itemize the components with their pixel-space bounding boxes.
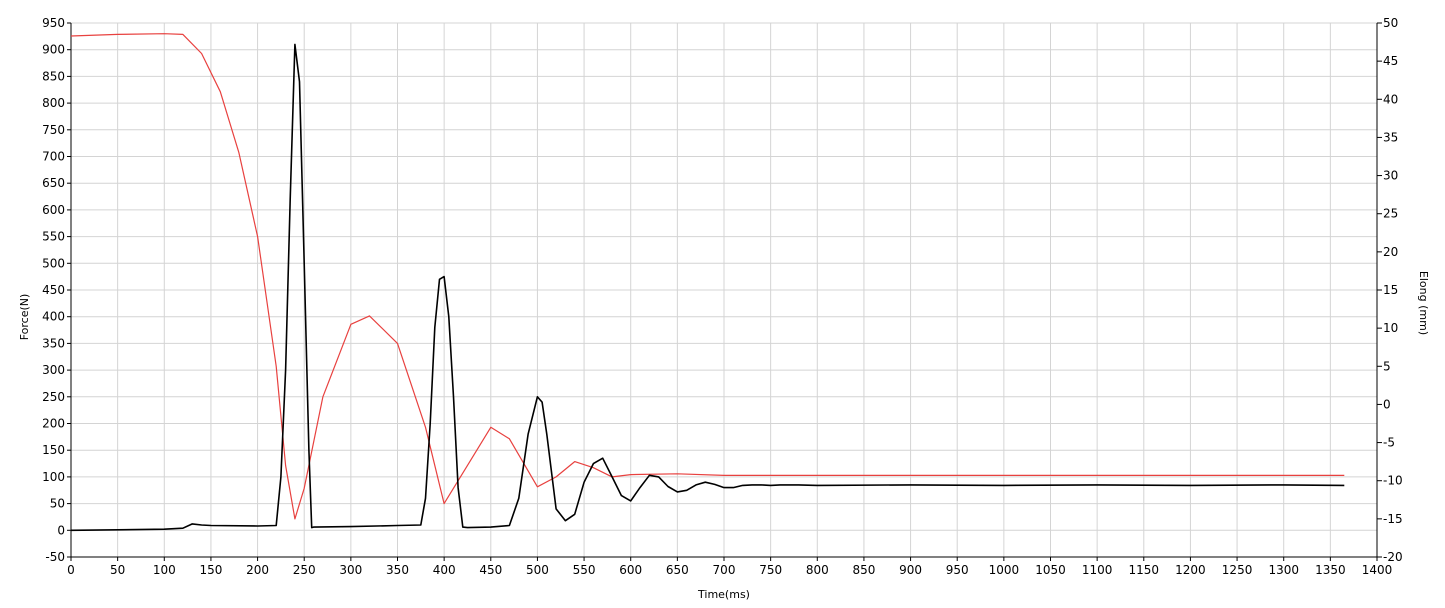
y-left-tick-label: 850 — [42, 69, 65, 83]
x-tick-label: 850 — [852, 563, 875, 577]
y-left-tick-label: 500 — [42, 256, 65, 270]
y-right-tick-label: 0 — [1383, 397, 1391, 411]
x-tick-label: 750 — [759, 563, 782, 577]
x-tick-label: 1000 — [989, 563, 1020, 577]
x-tick-label: 0 — [67, 563, 75, 577]
x-tick-label: 350 — [386, 563, 409, 577]
x-tick-label: 150 — [199, 563, 222, 577]
y-left-tick-label: 250 — [42, 390, 65, 404]
x-tick-label: 300 — [339, 563, 362, 577]
grid — [70, 22, 1378, 558]
x-tick-label: 900 — [899, 563, 922, 577]
y-right-tick-label: 50 — [1383, 16, 1398, 30]
x-tick-label: 1250 — [1222, 563, 1253, 577]
x-tick-label: 1350 — [1315, 563, 1346, 577]
y-left-tick-label: 50 — [50, 497, 65, 511]
y-right-tick-label: 10 — [1383, 321, 1398, 335]
y-left-tick-label: 300 — [42, 363, 65, 377]
x-tick-label: 1400 — [1362, 563, 1393, 577]
y-right-tick-label: -10 — [1383, 474, 1403, 488]
series-lines — [70, 33, 1345, 532]
x-tick-label: 500 — [526, 563, 549, 577]
x-tick-label: 1200 — [1175, 563, 1206, 577]
x-tick-label: 600 — [619, 563, 642, 577]
y-left-tick-label: 200 — [42, 417, 65, 431]
x-tick-label: 1050 — [1035, 563, 1066, 577]
axes — [67, 22, 1382, 561]
y-right-tick-label: -5 — [1383, 436, 1395, 450]
x-tick-label: 800 — [806, 563, 829, 577]
y-left-tick-label: 150 — [42, 443, 65, 457]
y-left-tick-label: -50 — [45, 550, 65, 564]
x-tick-label: 50 — [110, 563, 125, 577]
y-left-tick-label: 350 — [42, 336, 65, 350]
y-left-tick-label: 600 — [42, 203, 65, 217]
y-right-tick-label: 30 — [1383, 169, 1398, 183]
x-tick-label: 1150 — [1129, 563, 1160, 577]
y-right-tick-label: 40 — [1383, 92, 1398, 106]
y-left-tick-label: 750 — [42, 123, 65, 137]
y-right-tick-label: 45 — [1383, 54, 1398, 68]
y-right-tick-label: 15 — [1383, 283, 1398, 297]
y-left-tick-label: 800 — [42, 96, 65, 110]
y-axis-right-title: Elong (mm) — [1417, 271, 1430, 335]
x-tick-label: 400 — [433, 563, 456, 577]
force-series-line — [70, 43, 1345, 532]
x-tick-label: 100 — [153, 563, 176, 577]
tick-labels: 0 50 100 150 200 250 300 350 400 450 500 550 600 650 7… — [42, 16, 1403, 577]
x-tick-label: 700 — [713, 563, 736, 577]
y-left-tick-label: 450 — [42, 283, 65, 297]
y-right-tick-label: 25 — [1383, 207, 1398, 221]
x-tick-label: 1100 — [1082, 563, 1113, 577]
y-left-tick-label: 650 — [42, 176, 65, 190]
y-left-tick-label: 950 — [42, 16, 65, 30]
y-right-tick-label: -15 — [1383, 512, 1403, 526]
y-left-tick-label: 100 — [42, 470, 65, 484]
y-left-tick-label: 400 — [42, 310, 65, 324]
x-tick-label: 550 — [573, 563, 596, 577]
y-right-tick-label: 35 — [1383, 130, 1398, 144]
x-tick-label: 950 — [946, 563, 969, 577]
y-axis-left-title: Force(N) — [18, 294, 31, 341]
x-tick-label: 450 — [479, 563, 502, 577]
x-axis-title: Time(ms) — [697, 588, 750, 601]
y-right-tick-label: 20 — [1383, 245, 1398, 259]
elongation-series-line — [70, 33, 1345, 520]
x-tick-label: 1300 — [1268, 563, 1299, 577]
x-tick-label: 200 — [246, 563, 269, 577]
y-left-tick-label: 550 — [42, 230, 65, 244]
y-right-tick-label: -20 — [1383, 550, 1403, 564]
x-tick-label: 250 — [293, 563, 316, 577]
y-left-tick-label: 0 — [57, 523, 65, 537]
y-left-tick-label: 700 — [42, 150, 65, 164]
y-right-tick-label: 5 — [1383, 359, 1391, 373]
x-tick-label: 650 — [666, 563, 689, 577]
y-left-tick-label: 900 — [42, 43, 65, 57]
